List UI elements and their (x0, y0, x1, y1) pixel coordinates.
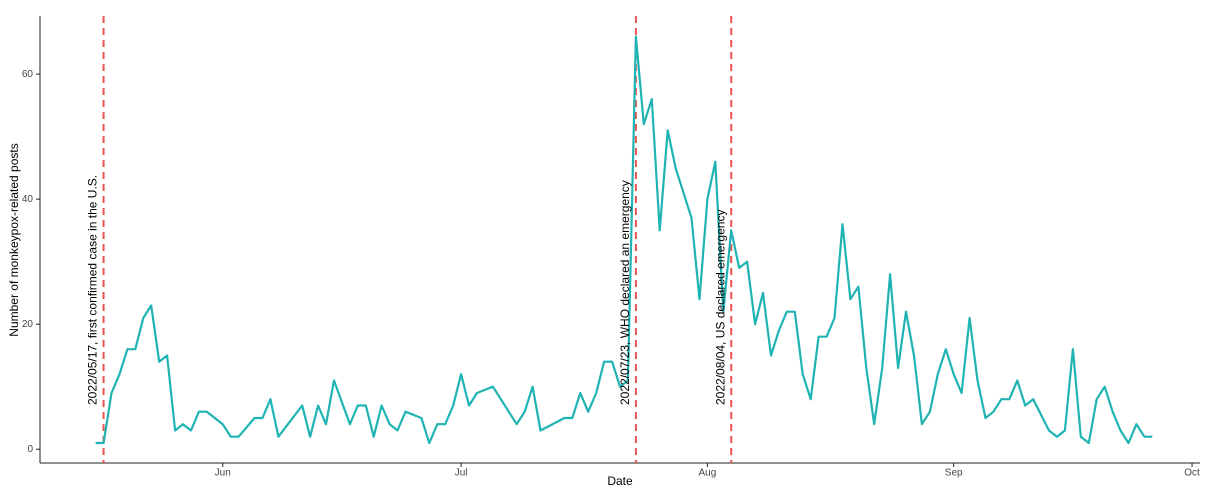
x-tick-label: Aug (698, 468, 716, 479)
y-tick-label: 0 (27, 444, 33, 455)
x-tick-label: Jul (455, 468, 468, 479)
annotation-text: 2022/08/04, US declared emergency (713, 210, 727, 405)
x-tick-label: Oct (1184, 468, 1200, 479)
x-tick-label: Jun (215, 468, 231, 479)
y-tick-label: 40 (22, 194, 34, 205)
y-tick-label: 60 (22, 69, 34, 80)
x-axis-label: Date (607, 474, 633, 488)
line-series (95, 35, 1153, 445)
y-axis-label: Number of monkeypox-related posts (7, 143, 21, 336)
x-tick-label: Sep (945, 468, 963, 479)
annotation-text: 2022/07/23, WHO declared an emergency (618, 180, 632, 405)
annotation-text: 2022/05/17, first confirmed case in the … (86, 175, 100, 405)
y-tick-label: 20 (22, 319, 34, 330)
